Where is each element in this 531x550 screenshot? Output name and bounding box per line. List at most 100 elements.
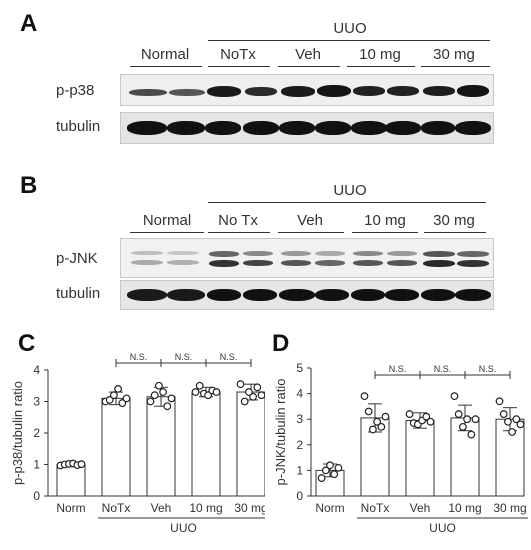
band	[351, 121, 387, 135]
band	[421, 289, 455, 301]
band	[455, 289, 491, 301]
data-point	[326, 461, 334, 470]
y-tick-label: 1	[33, 458, 40, 472]
panel-a-lane-30mg: 30 mg	[433, 46, 475, 63]
band	[205, 121, 241, 135]
bar	[405, 419, 435, 497]
band	[423, 251, 455, 257]
panel-b-lane-veh: Veh	[297, 212, 323, 229]
data-point	[159, 388, 168, 396]
data-point	[249, 392, 258, 401]
data-point	[146, 397, 155, 406]
data-point	[377, 422, 386, 431]
band	[315, 121, 351, 135]
panel-a-row-label-pp38: p-p38	[56, 82, 95, 99]
panel-a-lane-normal: Normal	[140, 46, 190, 63]
data-point	[118, 399, 127, 407]
data-point	[364, 407, 373, 416]
band	[387, 251, 417, 256]
blot-b-pjnk	[120, 238, 494, 278]
band	[281, 260, 311, 266]
y-tick-label: 0	[33, 489, 40, 503]
band	[243, 289, 277, 301]
band	[167, 289, 205, 301]
data-point	[454, 410, 463, 418]
band	[315, 289, 349, 301]
band	[353, 86, 385, 96]
panel-a-lane-veh: Veh	[295, 46, 321, 63]
data-point	[422, 412, 431, 421]
y-tick-label: 2	[296, 438, 303, 452]
uuo-bracket-label: UUO	[170, 521, 197, 535]
bar	[236, 391, 265, 497]
significance-label: N.S.	[175, 352, 193, 362]
band	[167, 251, 199, 255]
band	[317, 85, 351, 97]
x-tick-label: Veh	[151, 501, 172, 515]
data-point	[373, 417, 381, 426]
x-tick-label: 10 mg	[189, 501, 222, 515]
data-point	[204, 391, 213, 400]
panel-b-lane-10mg: 10 mg	[364, 212, 406, 229]
data-point	[360, 392, 369, 401]
panel-d-letter: D	[272, 330, 290, 357]
panel-b-letter: B	[20, 172, 38, 199]
data-point	[381, 412, 390, 421]
band	[207, 289, 241, 301]
y-tick-label: 1	[296, 463, 303, 477]
x-tick-label: 30 mg	[493, 501, 526, 515]
chart-c: 0 1 2 3 4 p-p38/tubulin ratio Norm NoTx Veh 10 mg…	[10, 352, 265, 535]
data-point	[114, 385, 122, 393]
panel-a-uuo-line	[208, 40, 490, 41]
y-tick-label: 2	[33, 426, 40, 440]
band	[315, 251, 345, 256]
data-point	[253, 383, 262, 392]
data-point	[508, 428, 517, 436]
data-point	[368, 425, 377, 434]
panel-a-lane-underline-normal	[130, 66, 202, 67]
band	[385, 121, 421, 135]
band	[315, 260, 345, 266]
data-point	[77, 460, 86, 469]
bar	[101, 397, 131, 497]
y-axis-label: p-JNK/tubulin ratio	[273, 379, 288, 486]
data-point	[330, 470, 339, 479]
data-point	[334, 463, 343, 472]
data-point	[150, 391, 159, 400]
data-point	[321, 466, 330, 475]
band	[167, 260, 199, 265]
data-point	[458, 422, 467, 431]
band	[209, 260, 239, 267]
band	[423, 260, 455, 267]
band	[457, 251, 489, 257]
x-tick-label: Veh	[410, 501, 431, 515]
significance-label: N.S.	[130, 352, 148, 362]
uuo-bracket-label: UUO	[429, 521, 456, 535]
band	[279, 121, 315, 135]
x-tick-label: Norm	[315, 501, 344, 515]
data-point	[499, 410, 508, 418]
panel-b-row-label-pjnk: p-JNK	[56, 250, 98, 267]
band	[243, 121, 279, 135]
band	[131, 251, 163, 255]
panel-b-lane-normal: Normal	[142, 212, 192, 229]
data-point	[163, 402, 172, 411]
bar	[146, 396, 176, 497]
panel-a-lane-notx: NoTx	[220, 46, 256, 63]
significance-label: N.S.	[479, 364, 497, 374]
band	[169, 89, 205, 96]
data-point	[405, 410, 414, 418]
panel-a-lane-underline-10mg	[347, 66, 415, 67]
band	[127, 289, 167, 301]
panel-a-lane-underline-notx	[208, 66, 270, 67]
data-point	[236, 380, 245, 389]
data-point	[167, 394, 176, 403]
data-point	[467, 430, 476, 439]
panel-b-lane-notx: No Tx	[218, 212, 258, 229]
data-point	[105, 396, 114, 404]
panel-b-row-label-tubulin: tubulin	[56, 285, 101, 302]
y-tick-label: 0	[296, 489, 303, 503]
panel-b-lane-underline-notx	[208, 232, 270, 233]
band	[351, 289, 385, 301]
band	[353, 251, 383, 256]
